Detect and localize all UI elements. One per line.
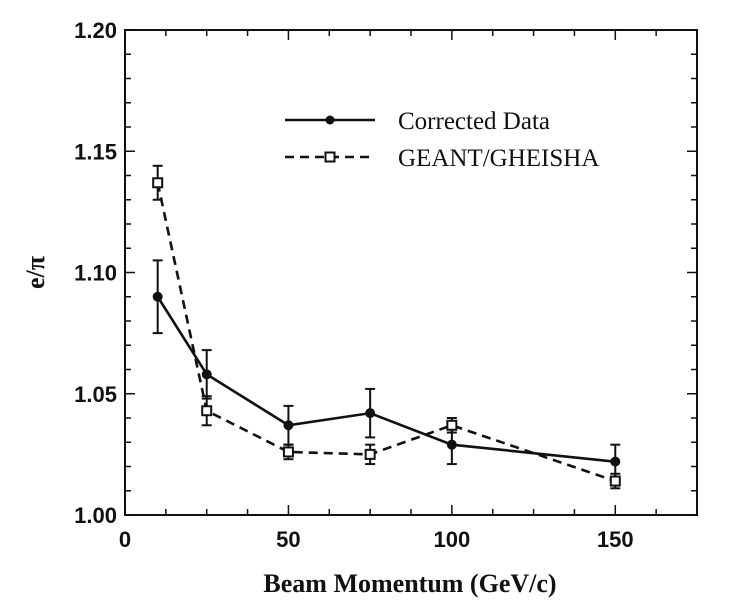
y-tick-label: 1.05 bbox=[74, 382, 117, 407]
legend-marker-circle bbox=[325, 115, 335, 125]
x-tick-label: 0 bbox=[119, 527, 131, 552]
data-point-geant bbox=[609, 475, 621, 487]
axis-labels: Beam Momentum (GeV/c) e/π bbox=[21, 256, 557, 598]
y-tick-label: 1.20 bbox=[74, 18, 117, 43]
y-axis-title: e/π bbox=[21, 256, 50, 289]
data-point-corrected bbox=[610, 456, 621, 467]
data-point-corrected bbox=[365, 408, 376, 419]
legend: Corrected Data GEANT/GHEISHA bbox=[285, 108, 599, 172]
series-line-1 bbox=[156, 296, 616, 463]
legend-label: Corrected Data bbox=[398, 108, 550, 135]
data-point-geant bbox=[282, 446, 294, 458]
error-bars bbox=[152, 164, 621, 490]
data-point-corrected bbox=[283, 420, 294, 431]
legend-marker-square bbox=[324, 151, 336, 163]
data-point-geant bbox=[364, 448, 376, 460]
y-tick-label: 1.15 bbox=[74, 139, 117, 164]
data-point-corrected bbox=[201, 369, 212, 380]
axis-ticks: 0 50 100 150 1.00 1.05 1.10 1.15 1.20 bbox=[74, 18, 698, 552]
series-line-2 bbox=[156, 182, 616, 483]
x-tick-label: 150 bbox=[597, 527, 634, 552]
x-tick-label: 50 bbox=[276, 527, 300, 552]
series-markers bbox=[152, 177, 621, 487]
data-point-geant bbox=[201, 405, 213, 417]
x-axis-title: Beam Momentum (GeV/c) bbox=[263, 569, 556, 598]
data-point-geant bbox=[152, 177, 164, 189]
plot-frame bbox=[124, 29, 698, 516]
data-point-geant bbox=[446, 419, 458, 431]
legend-label: GEANT/GHEISHA bbox=[398, 145, 599, 172]
y-tick-label: 1.10 bbox=[74, 261, 117, 286]
data-point-corrected bbox=[152, 291, 163, 302]
series-lines bbox=[156, 182, 616, 483]
data-point-corrected bbox=[446, 439, 457, 450]
y-tick-label: 1.00 bbox=[74, 503, 117, 528]
x-tick-label: 100 bbox=[433, 527, 470, 552]
